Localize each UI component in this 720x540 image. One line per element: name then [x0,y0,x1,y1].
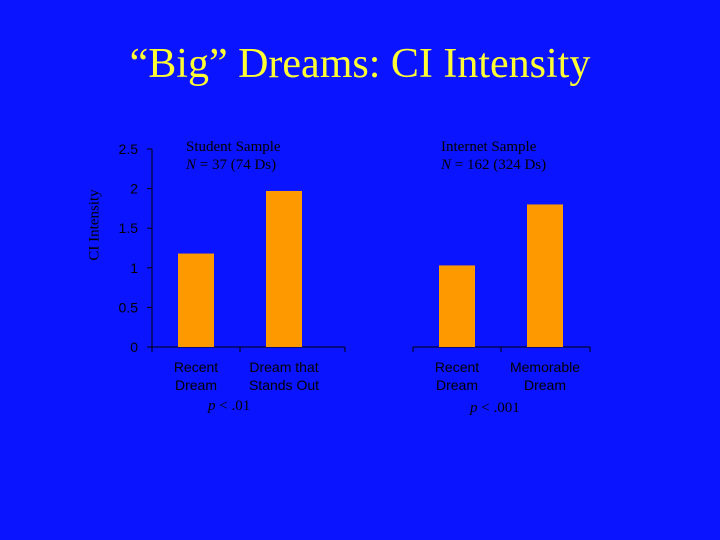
category-label: Memorable [510,359,580,375]
bar [266,190,302,347]
internet-n-text: = 162 (324 Ds) [451,157,547,173]
bar [439,265,475,347]
student-n-text: = 37 (74 Ds) [196,157,277,173]
category-label: Dream [524,377,566,393]
internet-sample-label: Internet Sample [441,139,537,155]
category-label: Recent [174,359,218,375]
student-sample-header: Student Sample N = 37 (74 Ds) [186,138,281,174]
y-tick-label: 2 [130,181,138,197]
internet-sample-header: Internet Sample N = 162 (324 Ds) [441,138,546,174]
internet-p-symbol: p [470,400,478,416]
category-label: Stands Out [249,377,319,393]
student-sample-n: N = 37 (74 Ds) [186,156,281,174]
category-label: Dream that [249,359,318,375]
student-n-symbol: N [186,157,197,173]
slide-title: “Big” Dreams: CI Intensity [129,41,591,87]
category-label: Dream [175,377,217,393]
internet-p-text: < .001 [477,400,520,416]
category-label: Dream [436,377,478,393]
bar [527,204,563,347]
student-p-text: < .01 [215,398,251,414]
internet-n-symbol: N [441,157,452,173]
internet-sample-n: N = 162 (324 Ds) [441,156,546,174]
student-p-value: p < .01 [208,398,250,415]
y-tick-label: 2.5 [119,141,139,157]
internet-p-value: p < .001 [470,400,520,417]
y-tick-label: 0.5 [119,299,139,315]
student-sample-label: Student Sample [186,139,281,155]
category-label: Recent [435,359,479,375]
y-tick-label: 1 [130,260,138,276]
y-tick-label: 0 [130,339,138,355]
bar [178,253,214,347]
y-tick-label: 1.5 [119,220,139,236]
student-p-symbol: p [208,398,216,414]
